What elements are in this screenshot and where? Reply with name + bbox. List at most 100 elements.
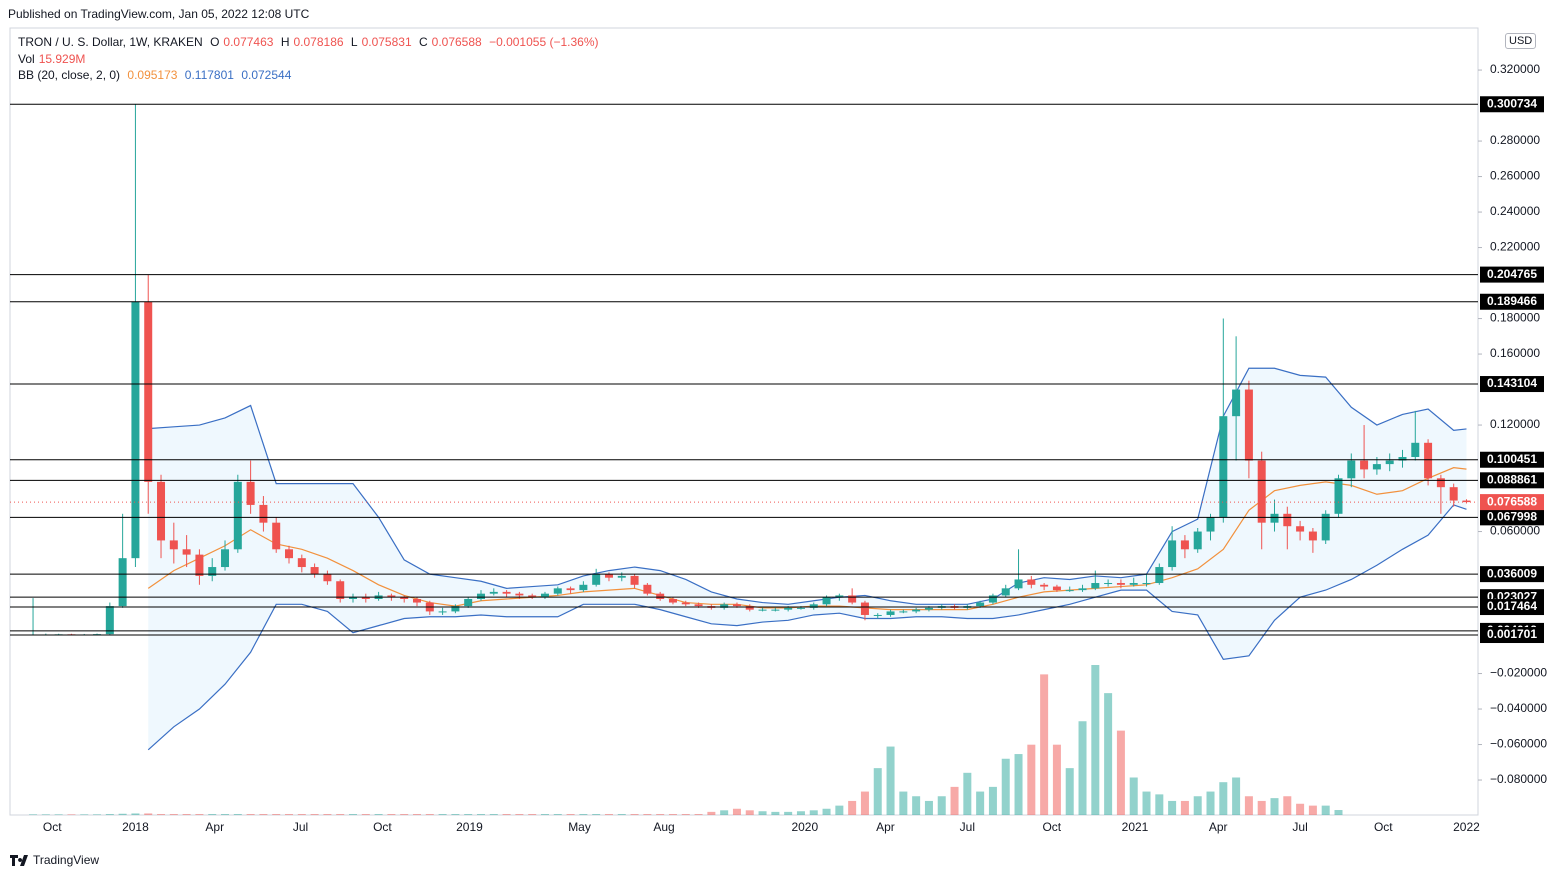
candle-body <box>988 595 997 603</box>
volume-bar <box>976 791 985 815</box>
candle-body <box>1027 579 1036 585</box>
volume-bar <box>1321 805 1330 815</box>
candle-body <box>784 607 793 610</box>
volume-bar <box>1065 768 1074 815</box>
candle-body <box>310 567 319 575</box>
x-tick-label: Jul <box>960 820 975 834</box>
y-tick-label: 0.220000 <box>1490 240 1540 254</box>
x-tick-label: Apr <box>876 820 895 834</box>
volume-bar <box>349 814 358 815</box>
volume-bar <box>425 814 434 815</box>
candle-body <box>1372 464 1381 470</box>
volume-bar <box>195 814 204 815</box>
volume-bar <box>1116 730 1125 815</box>
candle-body <box>272 522 281 550</box>
candle-body <box>233 481 242 550</box>
ohlc-value: 0.075831 <box>361 35 412 49</box>
volume-bar <box>848 800 857 815</box>
volume-bar <box>592 814 601 815</box>
candle-body <box>630 575 639 585</box>
volume-bar <box>643 814 652 815</box>
x-tick-label: Oct <box>1374 820 1393 834</box>
candle-body <box>860 602 869 615</box>
candle-body <box>1001 588 1010 596</box>
currency-badge[interactable]: USD <box>1505 33 1537 49</box>
volume-bar <box>1193 796 1202 815</box>
volume-bar <box>502 814 511 815</box>
candle-body <box>668 598 677 603</box>
candle-body <box>451 606 460 612</box>
candle-body <box>1065 590 1074 592</box>
volume-bar <box>336 814 345 815</box>
volume-bar <box>630 814 639 815</box>
volume-bar <box>285 814 294 815</box>
candle-body <box>1360 460 1369 470</box>
candle-body <box>1219 416 1228 518</box>
candle-body <box>208 567 217 576</box>
volume-bar <box>144 813 153 815</box>
candle-body <box>796 607 805 609</box>
level-label: 0.036009 <box>1487 566 1537 580</box>
ohlc-value: 0.077463 <box>223 35 274 49</box>
bb-basis-value: 0.095173 <box>127 68 178 82</box>
volume-bar <box>54 814 63 815</box>
volume-bar <box>1270 798 1279 815</box>
ohlc-value: 0.078186 <box>293 35 344 49</box>
volume-bar <box>387 814 396 815</box>
volume-bar <box>1308 805 1317 815</box>
candle-body <box>592 574 601 585</box>
candle-body <box>349 597 358 599</box>
candle-body <box>579 584 588 591</box>
volume-bar <box>1219 782 1228 815</box>
volume-bar <box>1129 777 1138 815</box>
volume-bar <box>950 786 959 815</box>
volume-bar <box>489 814 498 815</box>
y-tick-label: 0.320000 <box>1490 62 1540 76</box>
volume-bar <box>1283 796 1292 815</box>
volume-bar <box>553 814 562 815</box>
candle-body <box>400 597 409 599</box>
volume-bar <box>118 813 127 815</box>
symbol-title: TRON / U. S. Dollar, 1W, KRAKEN <box>18 35 203 49</box>
volume-bar <box>374 814 383 815</box>
y-tick-label: 0.160000 <box>1490 346 1540 360</box>
candle-body <box>617 575 626 578</box>
volume-bar <box>67 814 76 815</box>
volume-bar <box>694 814 703 815</box>
candle-body <box>1411 442 1420 457</box>
candle-body <box>1193 531 1202 550</box>
candle-body <box>1385 460 1394 465</box>
candle-body <box>886 611 895 615</box>
volume-bar <box>1155 794 1164 815</box>
level-label-bg <box>1480 451 1544 468</box>
volume-bar <box>835 805 844 815</box>
level-label-bg <box>1480 599 1544 616</box>
volume-bar <box>259 814 268 815</box>
candle-body <box>157 481 166 541</box>
volume-bar <box>80 814 89 815</box>
candle-body <box>758 609 767 611</box>
volume-bar <box>771 811 780 815</box>
candle-body <box>1244 389 1253 461</box>
volume-bar <box>412 814 421 815</box>
volume-bar <box>1232 777 1241 815</box>
volume-bar <box>182 814 191 815</box>
level-label: 0.067998 <box>1487 510 1537 524</box>
candle-body <box>732 604 741 607</box>
volume-bar <box>732 808 741 815</box>
level-label: 0.189466 <box>1487 294 1537 308</box>
candle-body <box>412 598 421 603</box>
candle-body <box>1257 460 1266 523</box>
candle-body <box>1308 531 1317 541</box>
current-price-label: 0.076588 <box>1487 494 1537 508</box>
candle-body <box>476 593 485 599</box>
volume-bar <box>1014 754 1023 815</box>
candle-body <box>259 504 268 523</box>
volume-bar <box>988 786 997 815</box>
y-tick-label: 0.280000 <box>1490 133 1540 147</box>
candle-body <box>1398 456 1407 461</box>
volume-bar <box>1206 791 1215 815</box>
volume-bar <box>784 811 793 815</box>
volume-bar <box>272 814 281 815</box>
candle-body <box>1334 478 1343 514</box>
